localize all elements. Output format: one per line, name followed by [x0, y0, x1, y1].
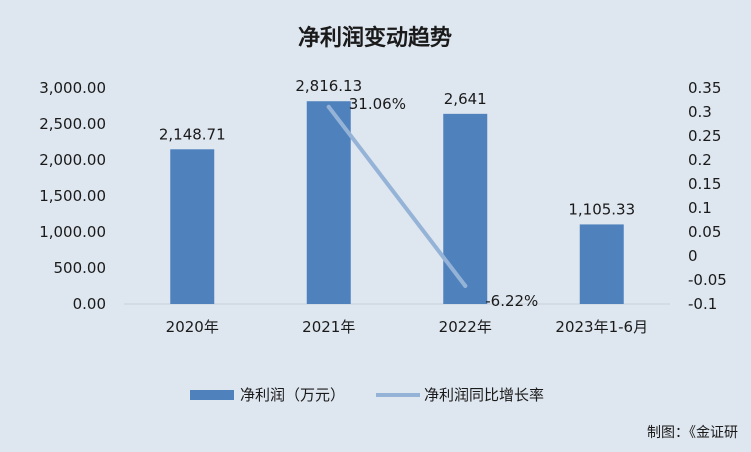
left-axis-tick-label: 1,000.00	[39, 223, 106, 241]
left-axis-tick-label: 3,000.00	[39, 79, 106, 97]
bar-data-label: 2,641	[444, 90, 487, 108]
right-axis-tick-label: 0.15	[688, 175, 721, 193]
legend-label-growth-rate: 净利润同比增长率	[424, 386, 544, 404]
x-axis-tick-label: 2020年	[166, 318, 219, 336]
bar	[170, 149, 215, 304]
growth-rate-point	[326, 104, 331, 109]
growth-rate-data-label: 31.06%	[349, 95, 406, 113]
growth-rate-data-label: -6.22%	[485, 292, 538, 310]
bar-data-label: 2,816.13	[295, 77, 362, 95]
bar	[443, 113, 488, 305]
x-axis-tick-label: 2021年	[302, 318, 355, 336]
right-axis-tick-label: 0.3	[688, 103, 712, 121]
chart-title: 净利润变动趋势	[298, 25, 452, 51]
bar-data-label: 1,105.33	[568, 200, 635, 218]
right-axis-tick-label: 0.05	[688, 223, 721, 241]
bar-data-label: 2,148.71	[159, 125, 226, 143]
legend: 净利润（万元） 净利润同比增长率	[190, 386, 544, 404]
right-axis-tick-label: 0.2	[688, 151, 712, 169]
right-axis-tick-label: 0.1	[688, 199, 712, 217]
x-axis: 2020年 2021年 2022年 2023年1-6月	[124, 303, 670, 336]
bar-series: 2,148.71 2,816.13 2,641 1,105.33	[159, 77, 635, 305]
left-axis: 0.00 500.00 1,000.00 1,500.00 2,000.00 2,500.…	[39, 79, 106, 313]
legend-label-net-profit: 净利润（万元）	[240, 386, 345, 404]
left-axis-tick-label: 500.00	[54, 259, 107, 277]
right-axis: -0.1 -0.05 0 0.05 0.1 0.15 0.2 0.25 0.3 0.35	[688, 79, 727, 313]
growth-rate-line	[326, 104, 468, 288]
x-axis-tick-label: 2022年	[439, 318, 492, 336]
bar	[306, 101, 351, 304]
x-axis-tick-label: 2023年1-6月	[555, 318, 648, 336]
left-axis-tick-label: 1,500.00	[39, 187, 106, 205]
line-series: 31.06% -6.22%	[326, 95, 538, 310]
right-axis-tick-label: 0.25	[688, 127, 721, 145]
right-axis-tick-label: -0.1	[688, 295, 717, 313]
left-axis-tick-label: 0.00	[73, 295, 106, 313]
bar	[579, 224, 624, 304]
chart-credit: 制图：《金证研	[647, 425, 738, 441]
right-axis-tick-label: 0	[688, 247, 698, 265]
growth-rate-point	[463, 283, 468, 288]
left-axis-tick-label: 2,500.00	[39, 115, 106, 133]
legend-swatch-net-profit	[190, 390, 234, 400]
left-axis-tick-label: 2,000.00	[39, 151, 106, 169]
right-axis-tick-label: 0.35	[688, 79, 721, 97]
right-axis-tick-label: -0.05	[688, 271, 727, 289]
